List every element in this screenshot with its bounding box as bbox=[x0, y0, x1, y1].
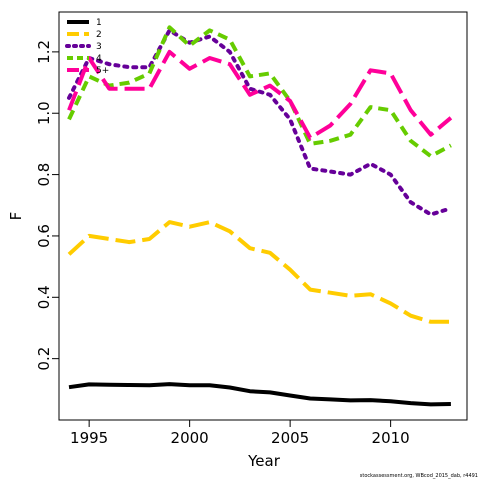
series-line-1 bbox=[68, 382, 451, 407]
x-axis: 1995 2000 2005 2010 bbox=[70, 420, 410, 447]
y-axis: 0.2 0.4 0.6 0.8 1.0 1.2 bbox=[35, 40, 59, 371]
y-axis-title: F bbox=[7, 212, 25, 221]
series-line-3 bbox=[67, 28, 453, 217]
legend-label-4: 4 bbox=[96, 54, 102, 64]
series-line-4 bbox=[67, 25, 452, 159]
x-tick-label: 2005 bbox=[271, 429, 309, 447]
legend: 1 2 3 4 5+ bbox=[65, 18, 109, 76]
series-line-5 bbox=[67, 49, 453, 140]
legend-label-3: 3 bbox=[96, 42, 102, 52]
series-line-2 bbox=[67, 220, 451, 324]
x-tick-label: 1995 bbox=[70, 429, 108, 447]
y-tick-label: 0.2 bbox=[35, 347, 53, 371]
legend-label-5: 5+ bbox=[96, 66, 109, 76]
x-tick-label: 2010 bbox=[372, 429, 410, 447]
y-tick-label: 0.6 bbox=[35, 224, 53, 248]
legend-label-1: 1 bbox=[96, 18, 102, 28]
plot-frame bbox=[58, 11, 468, 421]
footnote: stockassessment.org, WBcod_2015_dab, r44… bbox=[360, 473, 478, 479]
x-tick-label: 2000 bbox=[171, 429, 209, 447]
y-tick-label: 0.4 bbox=[35, 285, 53, 309]
y-tick-label: 1.0 bbox=[35, 101, 53, 125]
series-layer bbox=[67, 25, 453, 407]
y-tick-label: 1.2 bbox=[35, 40, 53, 64]
legend-label-2: 2 bbox=[96, 30, 102, 40]
x-axis-title: Year bbox=[247, 452, 281, 470]
y-tick-label: 0.8 bbox=[35, 163, 53, 187]
